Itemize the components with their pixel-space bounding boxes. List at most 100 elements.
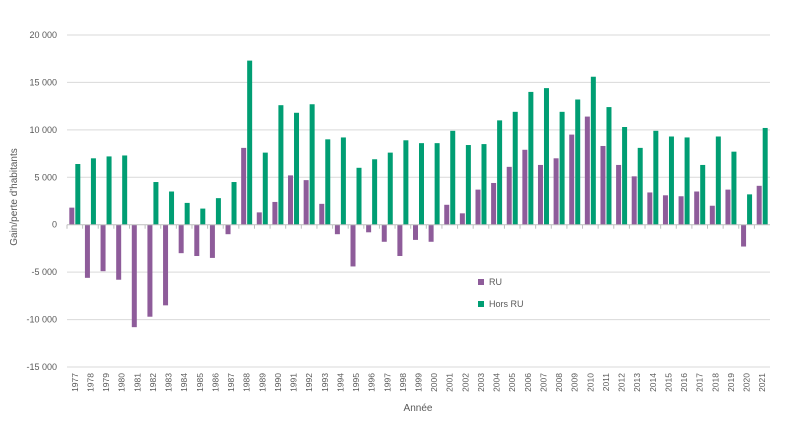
bar-hors-ru-2002 <box>465 145 471 225</box>
x-tick-label: 1979 <box>101 373 111 392</box>
x-tick-label: 1980 <box>117 373 127 392</box>
bar-ru-1982 <box>147 224 153 317</box>
x-tick-label: 1989 <box>257 373 267 392</box>
x-tick-label: 2003 <box>476 373 486 392</box>
bar-ru-1986 <box>209 224 215 258</box>
x-axis-title: Année <box>404 403 433 414</box>
bar-hors-ru-1988 <box>247 60 253 225</box>
x-tick-label: 2002 <box>460 373 470 392</box>
bar-ru-2010 <box>584 116 590 225</box>
x-tick-label: 1987 <box>226 373 236 392</box>
x-tick-label: 1984 <box>179 373 189 392</box>
bar-ru-2016 <box>678 196 684 225</box>
x-tick-label: 2001 <box>445 373 455 392</box>
bar-ru-2005 <box>506 166 512 225</box>
bar-hors-ru-1998 <box>403 140 409 225</box>
x-tick-label: 1994 <box>335 373 345 392</box>
bar-ru-1989 <box>256 212 262 225</box>
y-tick-label: 5 000 <box>34 172 57 182</box>
x-tick-label: 2016 <box>679 373 689 392</box>
bar-ru-1978 <box>84 224 90 278</box>
y-tick-label: -15 000 <box>26 362 57 372</box>
bar-ru-2003 <box>475 189 481 225</box>
x-tick-label: 1997 <box>382 373 392 392</box>
x-tick-label: 1992 <box>304 373 314 392</box>
y-tick-label: 15 000 <box>29 77 57 87</box>
x-tick-label: 1986 <box>210 373 220 392</box>
y-tick-label: 10 000 <box>29 125 57 135</box>
bar-hors-ru-2005 <box>512 111 518 225</box>
bars <box>69 60 768 328</box>
bar-ru-1985 <box>194 224 200 257</box>
bar-hors-ru-1990 <box>278 105 284 225</box>
bar-ru-1991 <box>288 175 294 225</box>
bar-hors-ru-2020 <box>747 194 753 225</box>
legend-swatch-ru <box>478 279 484 285</box>
bar-hors-ru-1983 <box>169 191 175 225</box>
axes: 20 000 15 000 10 000 5 000 0 -5 000 -10 000 -15… <box>26 30 770 392</box>
x-tick-label: 1991 <box>289 373 299 392</box>
x-tick-label: 2004 <box>492 373 502 392</box>
bar-ru-1998 <box>397 224 403 257</box>
bar-ru-1994 <box>334 224 340 235</box>
bar-hors-ru-2003 <box>481 144 487 225</box>
x-tick-label: 1988 <box>242 373 252 392</box>
bar-ru-2017 <box>694 191 700 225</box>
bar-hors-ru-1994 <box>340 137 346 225</box>
bar-hors-ru-1989 <box>262 152 268 225</box>
y-axis-title: Gain/perte d'habitants <box>9 148 20 246</box>
bar-ru-2007 <box>537 164 543 225</box>
bar-hors-ru-2021 <box>762 127 768 225</box>
bar-ru-1997 <box>381 224 387 242</box>
x-tick-label: 1983 <box>164 373 174 392</box>
bar-hors-ru-2019 <box>731 151 737 225</box>
bar-hors-ru-1996 <box>372 159 378 225</box>
bar-hors-ru-2013 <box>637 147 643 225</box>
bar-ru-1993 <box>319 203 325 225</box>
bar-hors-ru-1987 <box>231 182 237 225</box>
bar-hors-ru-1979 <box>106 156 112 225</box>
x-tick-label: 2013 <box>632 373 642 392</box>
x-tick-label: 2011 <box>601 373 611 392</box>
bar-ru-2021 <box>756 185 762 225</box>
bar-hors-ru-2000 <box>434 143 440 225</box>
bar-ru-1980 <box>116 224 122 280</box>
legend: RU Hors RU <box>478 277 524 309</box>
x-tick-label: 1999 <box>414 373 424 392</box>
x-tick-label: 1981 <box>132 373 142 392</box>
x-tick-label: 1990 <box>273 373 283 392</box>
bar-hors-ru-2015 <box>668 136 674 225</box>
y-tick-label: -10 000 <box>26 315 57 325</box>
bar-ru-1999 <box>413 224 418 240</box>
x-tick-label: 2012 <box>617 373 627 392</box>
bar-hors-ru-1982 <box>153 182 159 225</box>
bar-hors-ru-1980 <box>122 155 128 225</box>
y-tick-label: -5 000 <box>31 267 57 277</box>
gridlines <box>67 34 770 368</box>
bar-ru-1995 <box>350 224 356 267</box>
bar-ru-2006 <box>522 149 528 225</box>
bar-hors-ru-2016 <box>684 137 690 225</box>
bar-ru-1988 <box>241 147 247 225</box>
x-tick-label: 2010 <box>585 373 595 392</box>
bar-ru-1990 <box>272 201 278 225</box>
bar-ru-2000 <box>428 224 434 242</box>
bar-ru-2018 <box>709 205 715 225</box>
x-tick-label: 1977 <box>70 373 80 392</box>
bar-hors-ru-1995 <box>356 167 362 225</box>
bar-hors-ru-2010 <box>590 76 596 225</box>
x-tick-label: 2006 <box>523 373 533 392</box>
x-tick-label: 1993 <box>320 373 330 392</box>
bar-hors-ru-2011 <box>606 107 612 225</box>
bar-ru-2008 <box>553 158 559 225</box>
bar-hors-ru-1984 <box>184 202 190 225</box>
x-tick-label: 2015 <box>663 373 673 392</box>
bar-ru-2009 <box>569 134 575 225</box>
x-tick-label: 1996 <box>367 373 377 392</box>
bar-ru-1977 <box>69 207 75 225</box>
bar-ru-2011 <box>600 145 606 225</box>
bar-hors-ru-1977 <box>75 164 81 225</box>
x-tick-label: 1978 <box>85 373 95 392</box>
